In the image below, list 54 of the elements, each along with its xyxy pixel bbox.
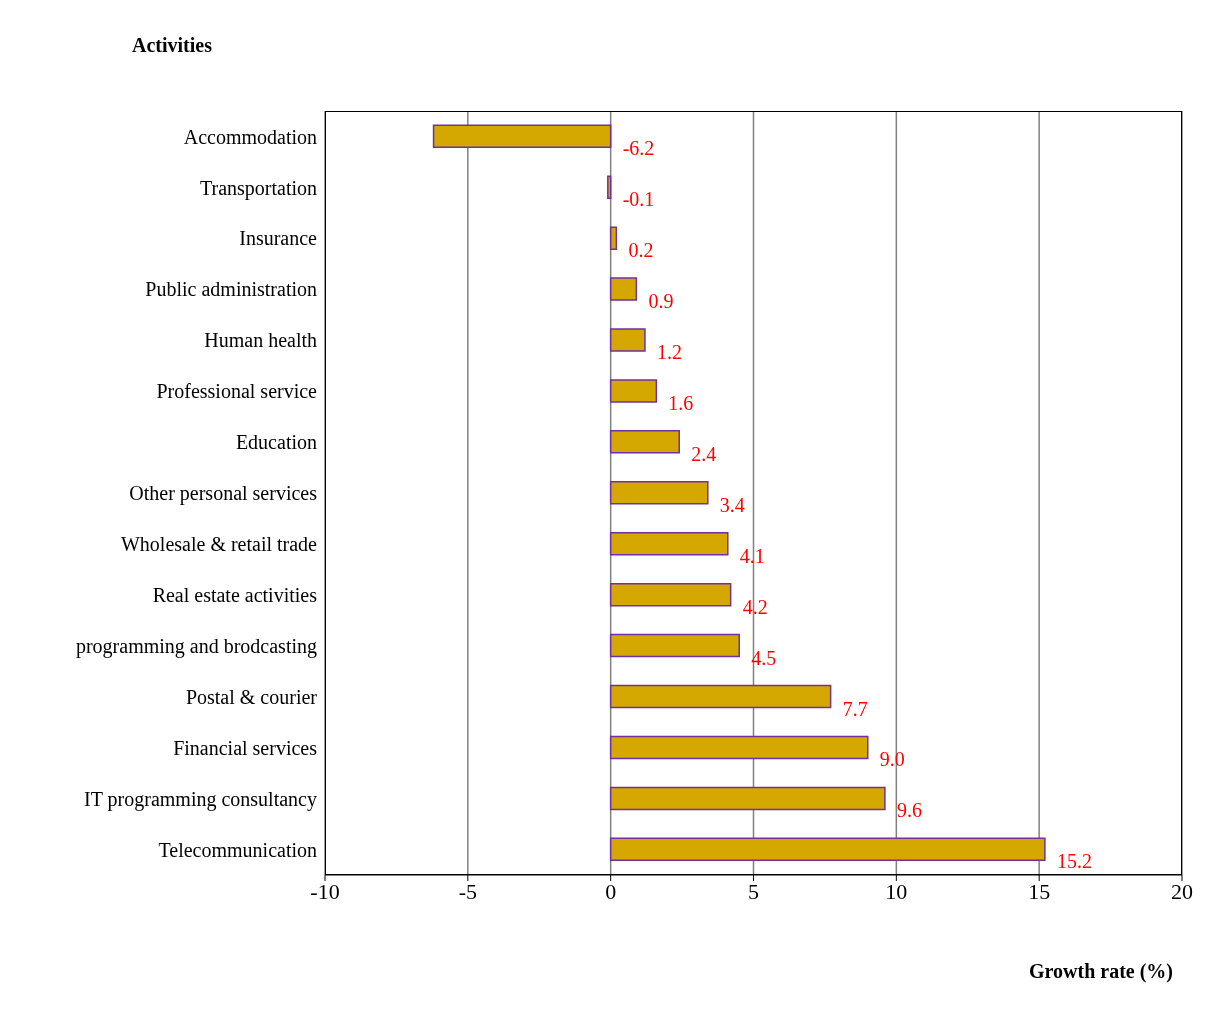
y-tick-label: IT programming consultancy (84, 787, 317, 811)
x-tick-label: 15 (1028, 878, 1051, 904)
bar (609, 684, 832, 709)
bar (609, 582, 732, 607)
bar (432, 124, 612, 149)
data-label: 0.2 (628, 239, 654, 262)
y-tick-label: Human health (204, 329, 317, 352)
x-tick-label: -5 (458, 878, 477, 904)
x-tick-label: 5 (748, 878, 759, 904)
data-label: -0.1 (622, 188, 655, 211)
bar (609, 328, 646, 352)
y-tick-label: Education (235, 431, 317, 454)
bar (609, 837, 1046, 862)
y-tick-label: Postal & courier (185, 685, 318, 708)
x-tick-label: 0 (605, 878, 617, 904)
data-label: 4.1 (739, 544, 765, 567)
data-label: 15.2 (1056, 850, 1092, 873)
data-label: 9.0 (879, 748, 905, 771)
x-tick-label: -10 (310, 878, 340, 904)
bar (609, 531, 729, 556)
y-tick-label: Other personal services (129, 482, 318, 506)
y-tick-label: Insurance (239, 227, 318, 250)
y-tick-label: Financial services (173, 736, 318, 759)
data-label: -6.2 (622, 137, 655, 160)
bar (609, 481, 709, 505)
y-tick-label: Transportation (199, 176, 317, 200)
bar (609, 430, 680, 454)
data-label: 4.2 (742, 595, 768, 618)
y-tick-label: programming and brodcasting (75, 634, 317, 658)
bar (609, 277, 638, 301)
bar (607, 175, 612, 199)
data-label: 7.7 (842, 697, 868, 720)
y-axis-title: Activities (132, 34, 212, 57)
data-label: 4.5 (751, 646, 777, 669)
bar (609, 379, 658, 403)
y-tick-label: Real estate activities (152, 583, 318, 606)
bar (609, 786, 886, 811)
data-label: 9.6 (896, 799, 922, 822)
x-tick-label: 10 (885, 878, 908, 904)
data-label: 0.9 (648, 290, 674, 313)
y-tick-label: Accommodation (183, 125, 317, 148)
bar (609, 633, 740, 658)
y-tick-label: Wholesale & retail trade (120, 533, 318, 556)
data-label: 3.4 (719, 493, 745, 516)
data-label: 1.6 (668, 391, 694, 414)
data-label: 1.2 (656, 340, 682, 363)
data-label: 2.4 (691, 442, 717, 465)
y-tick-label: Public administration (145, 278, 317, 301)
x-axis-title: Growth rate (%) (1028, 960, 1173, 983)
y-tick-label: Telecommunication (158, 838, 317, 861)
y-tick-label: Professional service (156, 380, 318, 403)
x-tick-label: 20 (1171, 878, 1193, 904)
bar (609, 226, 618, 250)
bar (609, 735, 869, 760)
